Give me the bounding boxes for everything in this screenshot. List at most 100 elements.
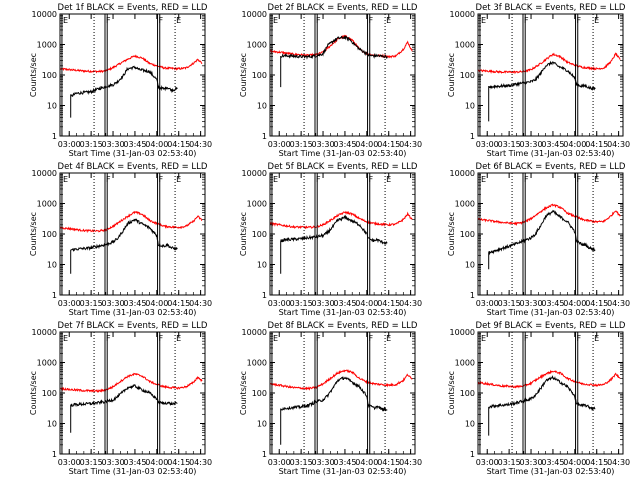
time-marker-label: E xyxy=(63,16,68,25)
time-marker-label: F xyxy=(316,16,321,25)
time-marker-label: E xyxy=(481,16,486,25)
x-tick-label: 03:00 xyxy=(476,140,499,149)
x-tick-label: 04:30 xyxy=(399,458,422,467)
chart-title: Det 2f BLACK = Events, RED = LLD xyxy=(268,3,418,13)
chart-title: Det 3f BLACK = Events, RED = LLD xyxy=(476,3,626,13)
x-tick-label: 03:15 xyxy=(80,458,103,467)
events-series-line xyxy=(70,383,178,433)
events-series-line xyxy=(280,214,388,274)
time-marker-label: F xyxy=(159,334,164,343)
lld-series-line xyxy=(60,372,203,393)
x-tick-label: 04:15 xyxy=(377,458,400,467)
y-tick-label: 100 xyxy=(252,389,267,398)
x-axis-label: Start Time (31-Jan-03 02:53:40) xyxy=(69,467,197,476)
x-tick-label: 03:45 xyxy=(541,299,564,308)
time-marker-label: E xyxy=(273,16,278,25)
x-tick-label: 03:45 xyxy=(123,299,146,308)
x-axis-label: Start Time (31-Jan-03 02:53:40) xyxy=(279,308,407,317)
x-tick-label: 04:15 xyxy=(585,299,608,308)
x-tick-label: 03:45 xyxy=(333,140,356,149)
y-tick-label: 10000 xyxy=(32,169,57,178)
time-marker-label: F xyxy=(316,334,321,343)
plot-frame xyxy=(477,172,624,296)
lld-series-line xyxy=(478,52,621,75)
time-marker-label: F xyxy=(106,334,111,343)
x-tick-label: 03:15 xyxy=(290,458,313,467)
x-tick-label: 03:00 xyxy=(268,140,291,149)
y-tick-label: 1000 xyxy=(247,359,267,368)
y-tick-label: 10000 xyxy=(32,328,57,337)
time-marker-label: F xyxy=(316,175,321,184)
y-axis-label: Counts/sec xyxy=(447,53,456,97)
events-series-line xyxy=(488,209,596,270)
x-tick-label: 04:30 xyxy=(189,140,212,149)
y-tick-label: 1 xyxy=(262,291,267,300)
chart-panel-1: Det 1f BLACK = Events, RED = LLD 1 10 100 10… xyxy=(29,3,212,158)
x-tick-label: 04:00 xyxy=(563,458,586,467)
chart-panel-2: Det 2f BLACK = Events, RED = LLD 1 10 100 10… xyxy=(239,3,422,158)
time-marker-label: E xyxy=(63,334,68,343)
time-marker-label: F xyxy=(159,175,164,184)
lld-series-line xyxy=(270,210,413,230)
time-marker-label: E xyxy=(63,175,68,184)
x-tick-label: 03:15 xyxy=(498,140,521,149)
y-tick-label: 1 xyxy=(470,450,475,459)
y-tick-label: 10 xyxy=(257,420,267,429)
x-tick-label: 03:15 xyxy=(290,140,313,149)
x-tick-label: 04:00 xyxy=(355,458,378,467)
y-tick-label: 1 xyxy=(470,291,475,300)
y-tick-label: 1000 xyxy=(455,359,475,368)
chart-title: Det 7f BLACK = Events, RED = LLD xyxy=(58,321,208,331)
y-tick-label: 10000 xyxy=(242,169,267,178)
lld-series-line xyxy=(478,203,621,227)
x-tick-label: 04:00 xyxy=(563,140,586,149)
time-marker-label: E xyxy=(176,16,181,25)
time-marker-label: F xyxy=(369,175,374,184)
y-tick-label: 10000 xyxy=(450,169,475,178)
lld-series-line xyxy=(270,369,413,391)
plot-frame xyxy=(477,331,624,455)
x-tick-label: 03:15 xyxy=(498,458,521,467)
x-tick-label: 03:45 xyxy=(123,458,146,467)
x-axis-label: Start Time (31-Jan-03 02:53:40) xyxy=(279,149,407,158)
x-tick-label: 04:00 xyxy=(355,299,378,308)
x-axis-label: Start Time (31-Jan-03 02:53:40) xyxy=(487,467,615,476)
x-tick-label: 03:30 xyxy=(102,299,125,308)
time-marker-label: F xyxy=(524,334,529,343)
time-marker-label: F xyxy=(577,175,582,184)
y-tick-label: 10000 xyxy=(32,10,57,19)
events-series-line xyxy=(70,65,178,118)
chart-title: Det 6f BLACK = Events, RED = LLD xyxy=(476,162,626,172)
x-tick-label: 04:15 xyxy=(377,299,400,308)
y-tick-label: 1000 xyxy=(37,200,57,209)
time-marker-label: F xyxy=(106,16,111,25)
y-tick-label: 100 xyxy=(460,230,475,239)
y-tick-label: 100 xyxy=(460,71,475,80)
chart-title: Det 1f BLACK = Events, RED = LLD xyxy=(58,3,208,13)
y-tick-label: 10 xyxy=(47,102,57,111)
y-axis-label: Counts/sec xyxy=(29,212,38,256)
x-axis-label: Start Time (31-Jan-03 02:53:40) xyxy=(69,149,197,158)
x-tick-label: 03:30 xyxy=(312,299,335,308)
chart-title: Det 8f BLACK = Events, RED = LLD xyxy=(268,321,418,331)
y-tick-label: 10 xyxy=(465,261,475,270)
x-tick-label: 04:30 xyxy=(607,140,630,149)
plot-frame xyxy=(269,13,416,137)
time-marker-label: F xyxy=(106,175,111,184)
y-tick-label: 1 xyxy=(52,450,57,459)
time-marker-label: E xyxy=(481,175,486,184)
y-tick-label: 1000 xyxy=(37,359,57,368)
time-marker-label: E xyxy=(176,175,181,184)
x-axis-label: Start Time (31-Jan-03 02:53:40) xyxy=(69,308,197,317)
events-series-line xyxy=(280,34,388,88)
y-tick-label: 100 xyxy=(460,389,475,398)
y-tick-label: 1000 xyxy=(247,200,267,209)
x-tick-label: 04:15 xyxy=(167,458,190,467)
chart-panel-6: Det 6f BLACK = Events, RED = LLD 1 10 100 10… xyxy=(447,162,630,317)
x-tick-label: 03:45 xyxy=(541,458,564,467)
x-tick-label: 03:00 xyxy=(268,299,291,308)
y-tick-label: 10 xyxy=(465,420,475,429)
y-axis-label: Counts/sec xyxy=(29,53,38,97)
time-marker-label: F xyxy=(577,334,582,343)
